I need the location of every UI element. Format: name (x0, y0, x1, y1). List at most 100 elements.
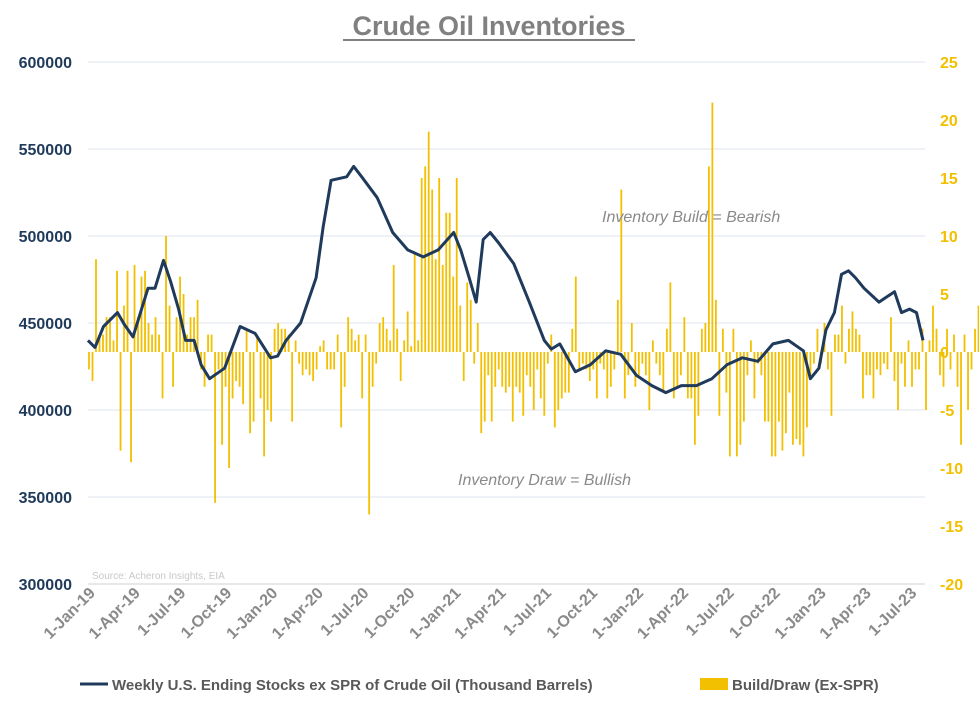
build-draw-bar (970, 352, 973, 370)
build-draw-bar (581, 352, 584, 364)
build-draw-bar (501, 352, 504, 387)
build-draw-bar (462, 352, 465, 381)
build-draw-bar (690, 352, 693, 399)
build-draw-bar (792, 352, 794, 445)
build-draw-bar (445, 212, 448, 352)
chart-title: Crude Oil Inventories (352, 11, 625, 41)
build-draw-bar (585, 352, 588, 370)
build-draw-bar (532, 352, 535, 410)
legend-bar-swatch (700, 678, 728, 690)
build-draw-bar (389, 340, 392, 352)
build-draw-bar (683, 317, 686, 352)
build-draw-bar (658, 352, 661, 376)
build-draw-bar (578, 352, 581, 370)
build-draw-bar (953, 334, 955, 352)
build-draw-bar (809, 352, 812, 376)
build-draw-bar (119, 352, 122, 451)
build-draw-bar (637, 352, 640, 376)
build-draw-bar (333, 352, 336, 370)
build-draw-bar (679, 352, 682, 376)
build-draw-bar (865, 352, 868, 376)
build-draw-bar (364, 334, 367, 352)
build-draw-bar (749, 340, 752, 352)
left-tick-label: 550000 (19, 142, 72, 159)
build-draw-bar (634, 352, 637, 387)
build-draw-bar (301, 352, 304, 376)
build-draw-bar (158, 334, 160, 352)
build-draw-bar (392, 265, 395, 352)
build-draw-bar (140, 276, 143, 352)
build-draw-bar (732, 328, 735, 352)
build-draw-bar (869, 352, 871, 376)
build-draw-bar (928, 340, 931, 352)
build-draw-bar (886, 352, 889, 370)
build-draw-bar (214, 352, 216, 503)
legend: Weekly U.S. Ending Stocks ex SPR of Crud… (80, 677, 879, 694)
build-draw-bar (862, 352, 864, 399)
build-draw-bar (133, 265, 136, 352)
build-draw-bar (851, 311, 854, 352)
build-draw-bar (746, 352, 749, 376)
build-draw-bar (949, 352, 952, 370)
build-draw-bar (329, 352, 332, 370)
build-draw-bar (806, 352, 808, 428)
build-draw-bar (151, 334, 153, 352)
build-draw-bar (193, 317, 195, 352)
build-draw-bar (354, 340, 357, 352)
build-draw-bar (270, 352, 273, 422)
build-draw-bar (623, 352, 626, 399)
build-draw-bar (655, 352, 658, 364)
build-draw-bar (252, 352, 255, 422)
build-draw-bar (357, 334, 360, 352)
build-draw-bar (336, 334, 339, 352)
build-draw-bar (238, 352, 241, 387)
build-draw-bar (557, 352, 560, 410)
build-draw-bar (242, 352, 244, 405)
build-draw-bar (963, 334, 966, 352)
build-draw-bar (728, 352, 731, 457)
build-draw-bar (693, 352, 696, 445)
build-draw-bar (361, 352, 364, 399)
build-draw-bar (911, 352, 913, 387)
build-draw-bar (630, 323, 633, 352)
build-draw-bar (904, 352, 906, 387)
build-draw-bar (340, 352, 343, 428)
build-draw-bar (855, 328, 857, 352)
build-draw-bar (918, 352, 920, 370)
annotation-draw: Inventory Draw = Bullish (458, 472, 631, 489)
build-draw-bar (644, 352, 647, 376)
build-draw-bar (546, 352, 549, 364)
build-draw-bar (939, 352, 941, 376)
build-draw-bar (154, 317, 157, 352)
build-draw-bar (382, 317, 385, 352)
build-draw-bar (378, 323, 381, 352)
right-tick-label: -20 (940, 577, 963, 594)
build-draw-bar (665, 328, 668, 352)
build-draw-bar (441, 265, 444, 352)
build-draw-bar (95, 259, 97, 352)
build-draw-bar (897, 352, 899, 410)
build-draw-bar (161, 352, 164, 399)
build-draw-bar (476, 323, 479, 352)
build-draw-bar (319, 346, 322, 352)
build-draw-bar (560, 352, 563, 399)
build-draw-bar (778, 352, 780, 422)
build-draw-bar (648, 352, 651, 410)
build-draw-bars (88, 102, 979, 515)
build-draw-bar (368, 352, 371, 515)
annotation-build: Inventory Build = Bearish (602, 209, 780, 226)
build-draw-bar (844, 352, 847, 364)
build-draw-bar (494, 352, 497, 387)
build-draw-bar (536, 352, 539, 370)
build-draw-bar (144, 270, 146, 352)
build-draw-bar (490, 352, 493, 422)
build-draw-bar (126, 270, 129, 352)
build-draw-bar (735, 352, 738, 457)
build-draw-bar (767, 352, 770, 422)
build-draw-bar (606, 352, 609, 399)
build-draw-bar (858, 334, 861, 352)
build-draw-bar (452, 276, 455, 352)
build-draw-bar (700, 328, 703, 352)
build-draw-bar (322, 340, 325, 352)
